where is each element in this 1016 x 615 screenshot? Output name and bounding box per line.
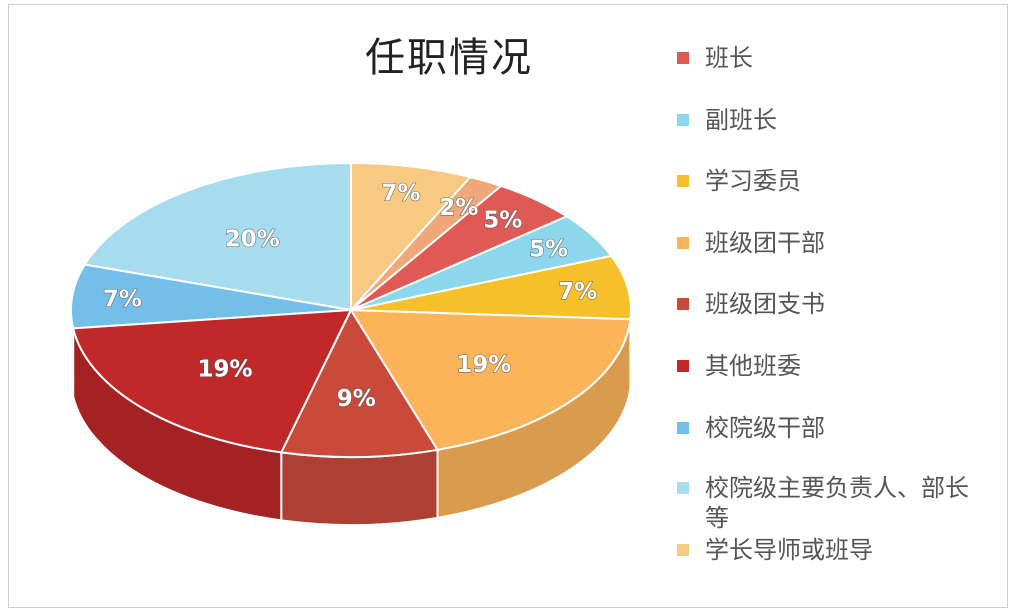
slice-label-6: 5% <box>529 237 568 263</box>
legend-item-4: 班级团支书 <box>677 289 987 319</box>
legend-item-3: 班级团干部 <box>677 228 987 258</box>
pie-slice-1 <box>70 263 352 330</box>
legend-item-7: 校院级主要负责人、部长等 <box>677 473 987 533</box>
legend-label: 学长导师或班导 <box>705 536 873 564</box>
legend-label: 其他班委 <box>705 352 801 380</box>
pie-slice-2 <box>71 308 353 454</box>
legend-label: 校院级主要负责人、部长等 <box>705 474 969 532</box>
slice-label-8: 2% <box>439 195 478 221</box>
slice-labels: 20%7%19%9%19%7%5%5%2%7% <box>102 180 597 413</box>
slice-label-0: 20% <box>225 227 280 253</box>
slice-label-4: 19% <box>456 352 511 378</box>
pie-slice-0 <box>83 161 352 312</box>
legend-item-8: 学长导师或班导 <box>677 535 987 565</box>
chart-title: 任职情况 <box>365 35 533 81</box>
slice-label-2: 19% <box>197 356 252 382</box>
legend-swatch <box>677 237 689 249</box>
legend-item-2: 学习委员 <box>677 166 987 196</box>
legend-item-1: 副班长 <box>677 105 987 135</box>
slice-label-7: 5% <box>483 208 522 234</box>
pie-slice-3 <box>279 307 440 458</box>
slice-label-9: 7% <box>382 180 421 206</box>
legend-label: 学习委员 <box>705 167 801 195</box>
slice-label-1: 7% <box>103 287 142 313</box>
legend-swatch <box>677 175 689 187</box>
pie-slice-9 <box>350 161 473 313</box>
slice-label-5: 7% <box>558 279 597 305</box>
legend-item-0: 班长 <box>677 43 987 73</box>
slice-label-3: 9% <box>337 386 376 412</box>
legend-swatch <box>677 52 689 64</box>
legend-label: 班长 <box>705 44 753 72</box>
legend-swatch <box>677 114 689 126</box>
legend-label: 校院级干部 <box>705 414 825 442</box>
pie-slice-5 <box>350 254 632 321</box>
legend-label: 班级团干部 <box>705 229 825 257</box>
legend-swatch <box>677 360 689 372</box>
chart-frame: 任职情况 20% 7% 19% 9% 19% 7% 5% 5% 2% 7% 班长 副班长 学习委员 班级… <box>8 4 1008 608</box>
legend-swatch <box>677 422 689 434</box>
legend-swatch <box>677 544 689 556</box>
pie-slice-4 <box>349 308 632 451</box>
pie-chart: 20%7%19%9%19%7%5%5%2%7% <box>70 161 632 526</box>
legend-swatch <box>677 298 689 310</box>
pie-side-3 <box>280 448 439 526</box>
legend-item-6: 校院级干部 <box>677 413 987 443</box>
pie-slices <box>70 161 632 458</box>
legend-label: 班级团支书 <box>705 290 825 318</box>
legend-label: 副班长 <box>705 106 777 134</box>
legend-item-5: 其他班委 <box>677 351 987 381</box>
legend-swatch <box>677 482 689 494</box>
